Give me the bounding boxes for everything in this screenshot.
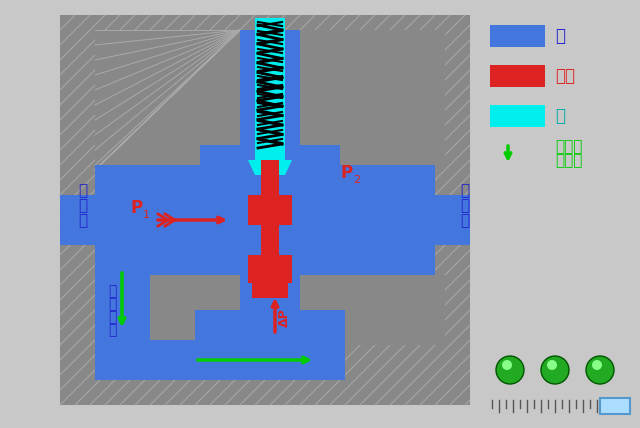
Bar bbox=[248, 195, 292, 225]
Bar bbox=[240, 30, 300, 170]
Circle shape bbox=[502, 360, 512, 370]
Bar bbox=[95, 340, 345, 380]
Bar bbox=[490, 65, 545, 87]
Circle shape bbox=[586, 356, 614, 384]
Bar bbox=[300, 30, 445, 170]
Text: 2: 2 bbox=[353, 175, 360, 185]
Bar bbox=[60, 195, 155, 245]
Bar bbox=[200, 145, 340, 170]
Circle shape bbox=[592, 360, 602, 370]
Bar bbox=[260, 310, 290, 340]
Bar bbox=[240, 275, 300, 315]
Bar bbox=[95, 270, 150, 340]
Text: ΔP: ΔP bbox=[278, 309, 291, 327]
Bar bbox=[200, 145, 340, 170]
Polygon shape bbox=[248, 160, 292, 175]
Bar bbox=[95, 165, 435, 275]
Bar bbox=[95, 270, 150, 340]
Bar bbox=[490, 105, 545, 127]
Text: 活塞: 活塞 bbox=[555, 67, 575, 85]
Bar bbox=[95, 275, 240, 345]
Text: 进: 进 bbox=[78, 183, 87, 198]
Bar bbox=[261, 160, 279, 280]
Text: 动方向: 动方向 bbox=[555, 154, 582, 169]
Bar bbox=[370, 195, 470, 245]
Circle shape bbox=[496, 356, 524, 384]
Bar bbox=[255, 18, 285, 163]
Bar bbox=[248, 255, 292, 283]
Text: 口: 口 bbox=[78, 213, 87, 228]
Text: 油: 油 bbox=[108, 310, 116, 324]
Text: 口: 口 bbox=[460, 213, 469, 228]
Text: 油: 油 bbox=[460, 198, 469, 213]
Text: 油: 油 bbox=[78, 198, 87, 213]
Text: P: P bbox=[340, 164, 352, 182]
Bar bbox=[260, 310, 290, 340]
Text: 油: 油 bbox=[555, 27, 565, 45]
Bar bbox=[195, 310, 345, 340]
Bar bbox=[600, 398, 630, 414]
Bar bbox=[300, 275, 445, 345]
Text: 1: 1 bbox=[143, 210, 150, 220]
Text: 阀: 阀 bbox=[555, 107, 565, 125]
Text: 制: 制 bbox=[108, 297, 116, 311]
Text: 控: 控 bbox=[108, 284, 116, 298]
Bar bbox=[60, 15, 470, 405]
Circle shape bbox=[547, 360, 557, 370]
Bar bbox=[255, 18, 285, 163]
Text: 液体流: 液体流 bbox=[555, 140, 582, 155]
Bar bbox=[240, 30, 300, 170]
Bar bbox=[252, 283, 288, 298]
Text: 出: 出 bbox=[460, 183, 469, 198]
Bar bbox=[240, 275, 300, 315]
Circle shape bbox=[541, 356, 569, 384]
Bar bbox=[95, 30, 240, 170]
Bar bbox=[60, 195, 155, 245]
Bar bbox=[95, 340, 345, 380]
Bar bbox=[490, 25, 545, 47]
Text: 路: 路 bbox=[108, 323, 116, 337]
Bar bbox=[370, 195, 470, 245]
Bar bbox=[195, 310, 345, 340]
Bar bbox=[600, 398, 630, 414]
Bar bbox=[95, 165, 435, 275]
Text: P: P bbox=[130, 199, 142, 217]
